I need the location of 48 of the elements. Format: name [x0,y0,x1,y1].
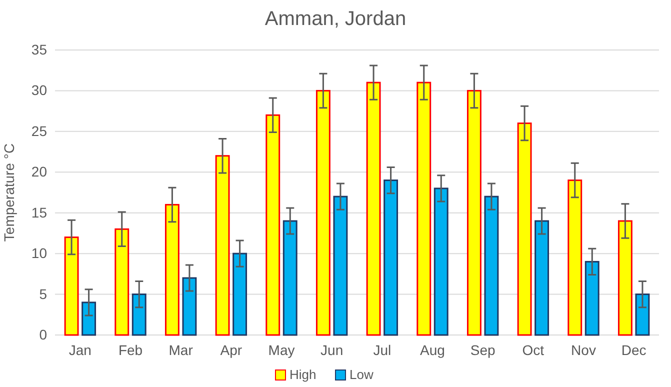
bar [182,277,197,336]
bar [333,196,348,336]
y-tick-label: 10 [31,245,48,262]
bar [282,220,298,336]
x-tick-label: Dec [621,342,646,358]
x-tick-label: Sep [470,342,496,358]
bar [618,220,632,336]
bar [484,196,499,336]
bar [64,236,79,336]
x-tick-label: Aug [420,342,445,358]
chart-title: Amman, Jordan [264,8,406,30]
x-tick-label: Jun [320,342,344,358]
y-tick-label: 35 [31,41,48,58]
bar [266,114,280,336]
y-tick-label: 30 [31,82,48,98]
x-tick-label: Jan [68,342,92,358]
x-tick-label: Mar [168,342,194,358]
bar [434,188,448,336]
bar [416,82,432,336]
bar [366,82,381,336]
bar [635,294,650,336]
bar [215,155,230,336]
bar [164,204,180,336]
y-tick-label: 15 [31,204,48,220]
bar [517,122,532,336]
bar [232,252,248,336]
bar [534,220,550,336]
bar [132,294,146,336]
x-tick-label: Nov [571,342,596,358]
y-tick-label: 0 [39,326,48,342]
x-tick-label: Jul [373,342,392,358]
x-tick-label: Oct [522,342,544,358]
x-tick-label: May [268,342,295,358]
legend-label: High [290,367,316,382]
y-tick-label: 25 [31,122,48,139]
x-tick-label: Feb [118,342,143,358]
bar [82,302,96,336]
bar [316,90,330,336]
legend-label: Low [350,367,374,382]
bar [114,228,130,336]
y-axis-title: Temperature °C [1,143,17,242]
bar [466,90,482,336]
bar [384,180,398,336]
y-tick-label: 20 [31,164,48,180]
x-tick-label: Apr [220,342,242,358]
bar [584,260,600,336]
bar [568,180,582,336]
y-tick-label: 5 [39,286,48,302]
